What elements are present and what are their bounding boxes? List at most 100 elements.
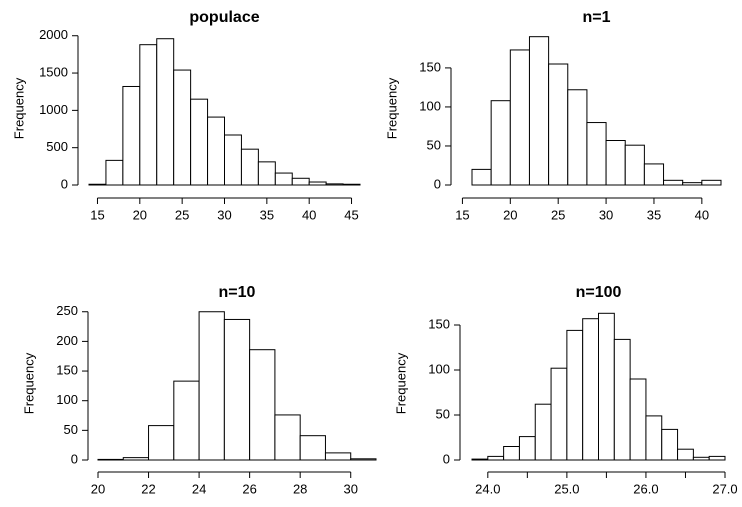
x-tick-label: 35 — [647, 207, 661, 222]
bar — [198, 311, 225, 461]
x-tick-label: 30 — [599, 207, 613, 222]
chart-title: n=10 — [219, 284, 256, 301]
y-tick-label: 0 — [434, 176, 441, 191]
y-tick-label: 1000 — [39, 102, 68, 117]
y-tick-label: 50 — [436, 406, 450, 421]
x-tick-label: 45 — [344, 207, 358, 222]
x-tick-label: 25.0 — [554, 481, 579, 496]
x-tick-label: 30 — [217, 207, 231, 222]
bar — [324, 452, 352, 461]
bar — [190, 98, 209, 186]
y-tick-label: 2000 — [39, 27, 68, 42]
bar — [645, 415, 663, 461]
y-tick-label: 500 — [46, 139, 68, 154]
chart-title: n=1 — [582, 9, 610, 26]
y-tick-label: 1500 — [39, 64, 68, 79]
bar — [122, 85, 141, 186]
x-tick-label: 26.0 — [633, 481, 658, 496]
x-tick-label: 25 — [551, 207, 565, 222]
bar — [528, 36, 550, 186]
bar — [97, 458, 124, 461]
bar — [240, 148, 259, 186]
bar — [534, 403, 552, 461]
y-axis-label: Frequency — [393, 352, 408, 414]
bar — [613, 338, 631, 461]
y-tick-label: 0 — [71, 451, 78, 466]
y-tick-label: 50 — [64, 422, 78, 437]
bar — [350, 458, 377, 461]
bar — [624, 144, 645, 186]
bar — [708, 455, 726, 461]
bar — [223, 318, 251, 461]
bar — [582, 318, 599, 461]
x-tick-label: 27.0 — [712, 481, 737, 496]
x-tick-label: 20 — [133, 207, 147, 222]
bar — [598, 312, 615, 461]
y-tick-label: 100 — [56, 392, 78, 407]
bar — [692, 456, 710, 461]
y-tick-label: 200 — [56, 333, 78, 348]
x-tick-label: 15 — [455, 207, 469, 222]
bar — [509, 49, 530, 186]
x-tick-label: 24 — [192, 481, 206, 496]
bar — [471, 458, 489, 461]
x-tick-label: 22 — [141, 481, 155, 496]
bar — [291, 177, 310, 186]
bar — [299, 435, 326, 461]
bar — [342, 183, 361, 186]
x-tick-label: 30 — [343, 481, 357, 496]
y-tick-label: 0 — [61, 176, 68, 191]
x-tick-label: 40 — [302, 207, 316, 222]
y-tick-label: 150 — [428, 316, 450, 331]
x-tick-label: 26 — [242, 481, 256, 496]
bar — [682, 182, 703, 186]
bar — [663, 179, 684, 186]
bar — [548, 63, 569, 186]
bar — [156, 38, 175, 186]
bar — [249, 349, 276, 461]
bar — [701, 179, 722, 186]
bar — [122, 457, 150, 461]
y-axis-label: Frequency — [384, 77, 399, 139]
y-tick-label: 250 — [56, 303, 78, 318]
bar — [173, 69, 192, 186]
bar — [274, 172, 293, 186]
bar — [490, 100, 511, 186]
bar — [518, 436, 536, 461]
bar — [677, 448, 694, 461]
bar — [325, 183, 344, 186]
bar — [550, 367, 568, 461]
chart-title: populace — [189, 9, 259, 26]
x-tick-label: 25 — [175, 207, 189, 222]
bar — [173, 380, 200, 461]
bar — [308, 181, 327, 186]
x-tick-label: 28 — [293, 481, 307, 496]
bar — [257, 161, 276, 186]
bar — [471, 168, 492, 186]
bar — [629, 378, 647, 461]
y-tick-label: 150 — [56, 362, 78, 377]
y-tick-label: 150 — [419, 59, 441, 74]
y-tick-label: 100 — [419, 98, 441, 113]
y-tick-label: 100 — [428, 361, 450, 376]
bar — [566, 329, 584, 461]
bar — [148, 425, 175, 461]
bar — [605, 140, 626, 186]
x-tick-label: 20 — [91, 481, 105, 496]
x-tick-label: 20 — [503, 207, 517, 222]
bar — [88, 183, 107, 186]
bar — [105, 159, 124, 186]
x-tick-label: 15 — [90, 207, 104, 222]
y-tick-label: 0 — [443, 451, 450, 466]
bar — [567, 89, 588, 186]
x-tick-label: 24.0 — [475, 481, 500, 496]
y-axis-label: Frequency — [11, 77, 26, 139]
bar — [503, 446, 520, 461]
x-tick-label: 35 — [260, 207, 274, 222]
y-tick-label: 50 — [427, 137, 441, 152]
bar — [661, 428, 679, 461]
bar — [139, 44, 158, 186]
bar — [643, 163, 665, 186]
bar — [274, 414, 301, 461]
